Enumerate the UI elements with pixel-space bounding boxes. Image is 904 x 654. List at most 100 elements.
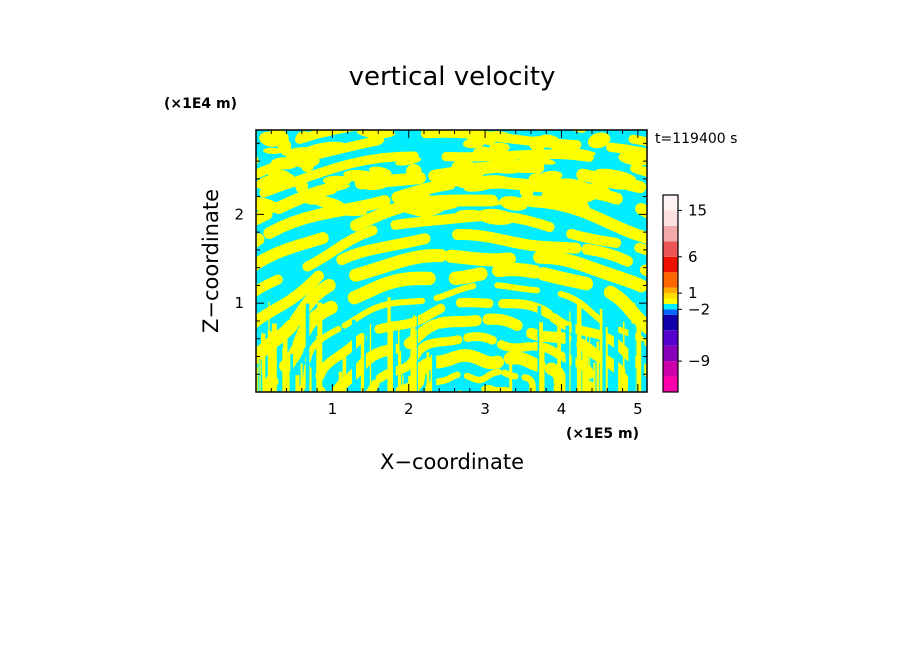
velocity-streak <box>585 327 588 392</box>
positive-blob <box>474 175 514 189</box>
colorbar-swatch <box>663 345 678 362</box>
positive-band <box>140 261 187 336</box>
velocity-streak <box>408 376 411 392</box>
positive-band <box>524 404 538 416</box>
positive-blob <box>296 131 312 141</box>
velocity-streak <box>416 309 418 392</box>
chart-title: vertical velocity <box>349 62 556 92</box>
velocity-streak <box>426 352 430 392</box>
positive-band <box>60 291 105 378</box>
positive-blob <box>581 174 628 190</box>
colorbar-swatch <box>663 225 678 242</box>
positive-band <box>432 371 461 386</box>
positive-band <box>569 130 587 133</box>
colorbar-swatch <box>663 287 678 294</box>
colorbar-swatch <box>663 256 678 273</box>
positive-band <box>153 313 170 369</box>
velocity-streak <box>569 311 571 392</box>
y-tick-label: 1 <box>234 294 244 312</box>
velocity-streak <box>618 375 623 392</box>
velocity-streak <box>352 319 356 392</box>
time-label: t=119400 s <box>655 131 737 147</box>
positive-band <box>33 327 52 375</box>
positive-band <box>728 255 769 281</box>
positive-band <box>503 351 546 373</box>
x-tick-label: 3 <box>480 400 490 418</box>
positive-band <box>829 291 855 318</box>
positive-blob <box>575 201 590 216</box>
positive-band <box>817 212 902 319</box>
velocity-streak <box>369 324 372 392</box>
velocity-streak <box>283 328 288 392</box>
positive-blob <box>488 142 510 154</box>
positive-band <box>795 281 820 306</box>
colorbar-swatch <box>663 241 678 257</box>
positive-band <box>349 248 448 282</box>
positive-band <box>416 335 463 354</box>
positive-blob <box>270 157 299 170</box>
positive-band <box>777 289 835 386</box>
x-tick-label: 1 <box>328 400 338 418</box>
colorbar: 15 6 1−2 −9 <box>662 194 710 393</box>
velocity-streak <box>300 363 303 392</box>
positive-blob <box>356 130 396 139</box>
positive-band <box>796 345 800 390</box>
y-axis-ticks: 12 <box>234 142 647 375</box>
velocity-streak <box>599 308 603 392</box>
colorbar-swatch <box>663 210 678 226</box>
velocity-streak <box>387 297 391 392</box>
velocity-streak <box>295 375 300 392</box>
velocity-streak <box>309 367 312 392</box>
colorbar-swatch <box>663 376 678 392</box>
positive-band <box>652 385 656 405</box>
positive-blob <box>395 157 422 166</box>
positive-band <box>720 333 756 394</box>
positive-band <box>259 151 419 198</box>
positive-blob <box>295 179 309 194</box>
velocity-streak <box>256 367 258 392</box>
positive-band <box>833 325 863 383</box>
positive-band <box>862 329 882 382</box>
velocity-streak <box>269 332 274 392</box>
positive-band <box>341 297 426 329</box>
positive-band <box>239 377 245 397</box>
positive-band <box>302 225 378 272</box>
positive-band <box>411 357 436 389</box>
positive-blob <box>393 205 433 218</box>
velocity-streak <box>360 336 365 392</box>
positive-blob <box>406 163 422 179</box>
positive-band <box>89 319 117 381</box>
positive-blob <box>473 146 494 159</box>
x-axis-ticks: 1 2 3 4 5 <box>270 130 643 418</box>
positive-band <box>391 177 457 204</box>
positive-blob <box>455 209 488 220</box>
velocity-streak <box>596 341 599 392</box>
velocity-streak <box>628 373 630 392</box>
y-unit-label: (×1E4 m) <box>164 96 237 112</box>
positive-band <box>732 278 791 337</box>
positive-blob <box>529 136 546 152</box>
velocity-streak <box>261 333 266 392</box>
positive-band <box>347 271 436 305</box>
positive-band <box>256 232 329 272</box>
positive-band <box>256 156 259 165</box>
positive-blob <box>570 186 603 196</box>
positive-band <box>756 329 776 392</box>
x-axis-label: X−coordinate <box>380 450 524 474</box>
positive-band <box>776 206 850 283</box>
colorbar-tick-label: 6 <box>688 248 698 266</box>
velocity-streak <box>399 350 402 392</box>
positive-band <box>581 243 633 267</box>
positive-band <box>346 343 400 382</box>
plot-field <box>33 130 902 416</box>
positive-band <box>574 400 581 412</box>
velocity-streak <box>571 308 576 392</box>
velocity-streak <box>622 321 625 392</box>
colorbar-tick-label: −2 <box>688 300 710 318</box>
positive-band <box>496 340 535 353</box>
positive-band <box>114 354 128 383</box>
positive-band <box>501 386 513 392</box>
velocity-streak <box>631 323 636 392</box>
positive-blob <box>263 147 283 155</box>
velocity-streak <box>410 328 415 392</box>
